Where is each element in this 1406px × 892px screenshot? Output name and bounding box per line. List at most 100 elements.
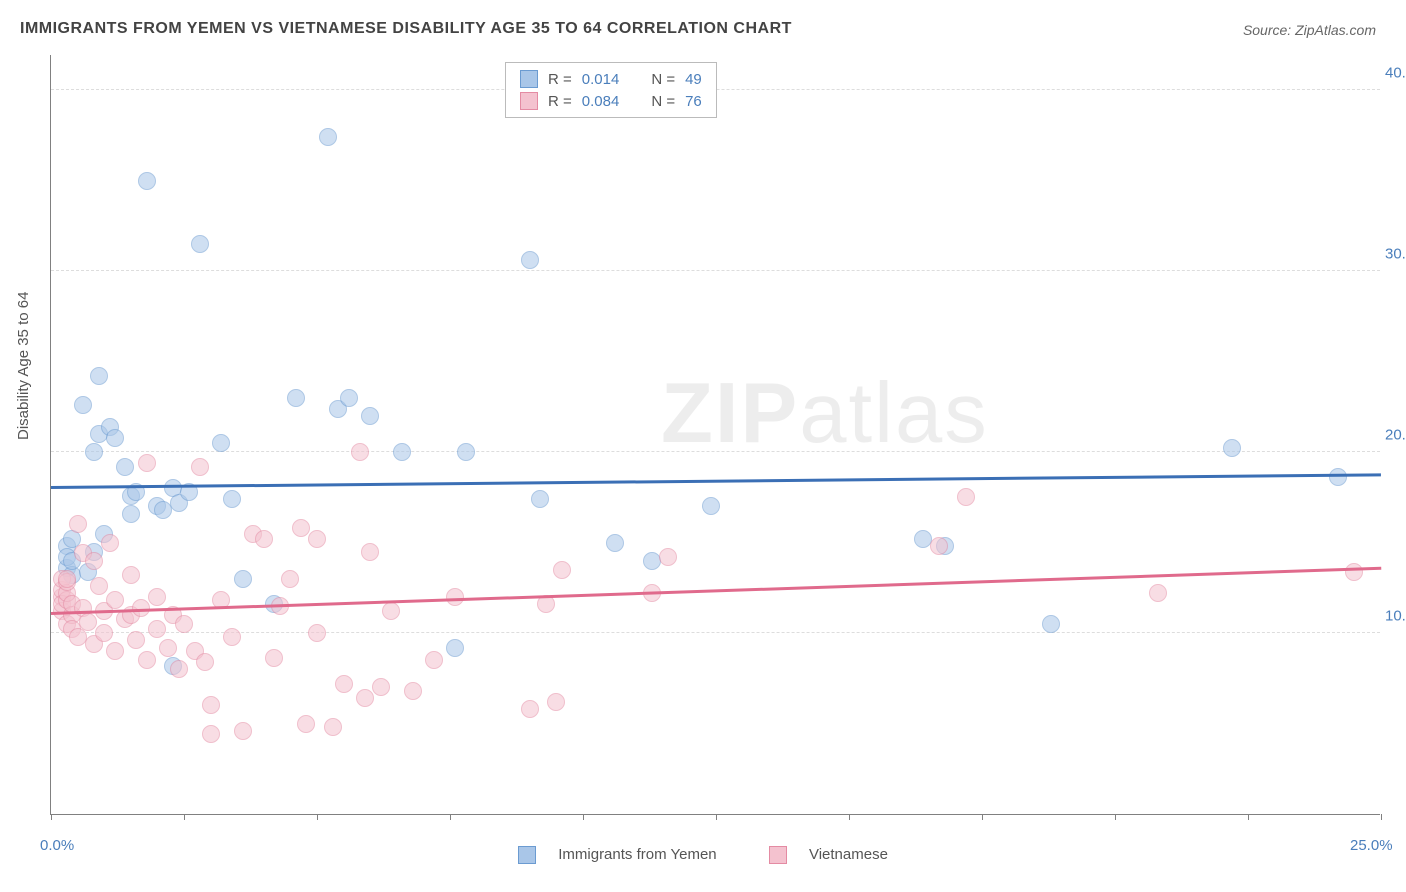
y-tick-label: 30.0% — [1385, 246, 1406, 263]
point-vietnamese — [957, 488, 975, 506]
point-yemen — [116, 458, 134, 476]
point-yemen — [457, 443, 475, 461]
point-vietnamese — [324, 718, 342, 736]
point-vietnamese — [255, 530, 273, 548]
r-value: 0.084 — [582, 93, 620, 110]
x-tick — [982, 814, 983, 820]
x-tick — [583, 814, 584, 820]
point-vietnamese — [382, 602, 400, 620]
correlation-legend-row: R = 0.014 N = 49 — [520, 68, 702, 90]
point-vietnamese — [58, 570, 76, 588]
point-vietnamese — [106, 591, 124, 609]
point-yemen — [223, 490, 241, 508]
source-attribution: Source: ZipAtlas.com — [1243, 22, 1376, 38]
point-vietnamese — [281, 570, 299, 588]
r-value: 0.014 — [582, 71, 620, 88]
y-tick-label: 20.0% — [1385, 427, 1406, 444]
x-tick — [1115, 814, 1116, 820]
point-vietnamese — [446, 588, 464, 606]
legend-item-vietnamese: Vietnamese — [757, 846, 900, 863]
r-label: R = — [548, 93, 572, 110]
point-vietnamese — [521, 700, 539, 718]
watermark-atlas: atlas — [799, 366, 989, 461]
watermark: ZIPatlas — [661, 365, 989, 463]
point-vietnamese — [101, 534, 119, 552]
point-vietnamese — [659, 548, 677, 566]
point-yemen — [340, 389, 358, 407]
point-yemen — [212, 434, 230, 452]
x-tick — [849, 814, 850, 820]
point-vietnamese — [234, 722, 252, 740]
point-yemen — [234, 570, 252, 588]
point-yemen — [393, 443, 411, 461]
point-vietnamese — [106, 642, 124, 660]
point-vietnamese — [930, 537, 948, 555]
n-label: N = — [651, 93, 675, 110]
series-legend: Immigrants from Yemen Vietnamese — [0, 846, 1406, 864]
point-vietnamese — [1149, 584, 1167, 602]
point-vietnamese — [297, 715, 315, 733]
point-yemen — [319, 128, 337, 146]
swatch-icon — [520, 92, 538, 110]
point-yemen — [90, 367, 108, 385]
swatch-yemen — [518, 846, 536, 864]
point-vietnamese — [202, 696, 220, 714]
point-vietnamese — [90, 577, 108, 595]
point-yemen — [122, 505, 140, 523]
point-vietnamese — [138, 651, 156, 669]
point-yemen — [85, 443, 103, 461]
point-vietnamese — [335, 675, 353, 693]
point-vietnamese — [191, 458, 209, 476]
point-vietnamese — [170, 660, 188, 678]
chart-title: IMMIGRANTS FROM YEMEN VS VIETNAMESE DISA… — [20, 20, 792, 38]
r-label: R = — [548, 71, 572, 88]
point-yemen — [74, 396, 92, 414]
point-vietnamese — [356, 689, 374, 707]
y-tick-label: 10.0% — [1385, 608, 1406, 625]
point-vietnamese — [202, 725, 220, 743]
point-yemen — [1329, 468, 1347, 486]
y-tick-label: 40.0% — [1385, 65, 1406, 82]
point-yemen — [1223, 439, 1241, 457]
point-yemen — [287, 389, 305, 407]
point-vietnamese — [308, 624, 326, 642]
point-vietnamese — [1345, 563, 1363, 581]
plot-area: ZIPatlas 10.0%20.0%30.0%40.0% — [50, 55, 1380, 815]
point-yemen — [606, 534, 624, 552]
point-vietnamese — [122, 566, 140, 584]
point-vietnamese — [351, 443, 369, 461]
point-vietnamese — [148, 620, 166, 638]
point-vietnamese — [223, 628, 241, 646]
swatch-icon — [520, 70, 538, 88]
point-yemen — [361, 407, 379, 425]
point-vietnamese — [79, 613, 97, 631]
x-tick — [450, 814, 451, 820]
gridline — [51, 451, 1380, 452]
point-yemen — [138, 172, 156, 190]
x-tick — [317, 814, 318, 820]
gridline — [51, 632, 1380, 633]
legend-item-yemen: Immigrants from Yemen — [506, 846, 733, 863]
point-vietnamese — [138, 454, 156, 472]
point-vietnamese — [148, 588, 166, 606]
correlation-legend-row: R =0.084N =76 — [520, 90, 702, 112]
point-vietnamese — [127, 631, 145, 649]
point-vietnamese — [196, 653, 214, 671]
n-value: 49 — [685, 71, 702, 88]
point-vietnamese — [265, 649, 283, 667]
gridline — [51, 270, 1380, 271]
point-vietnamese — [95, 624, 113, 642]
point-yemen — [521, 251, 539, 269]
x-tick — [1248, 814, 1249, 820]
n-label: N = — [651, 71, 675, 88]
x-tick — [51, 814, 52, 820]
point-vietnamese — [85, 552, 103, 570]
point-vietnamese — [361, 543, 379, 561]
x-tick — [1381, 814, 1382, 820]
point-vietnamese — [308, 530, 326, 548]
point-vietnamese — [292, 519, 310, 537]
point-vietnamese — [553, 561, 571, 579]
x-tick-label: 0.0% — [40, 837, 74, 854]
x-tick — [184, 814, 185, 820]
point-yemen — [531, 490, 549, 508]
